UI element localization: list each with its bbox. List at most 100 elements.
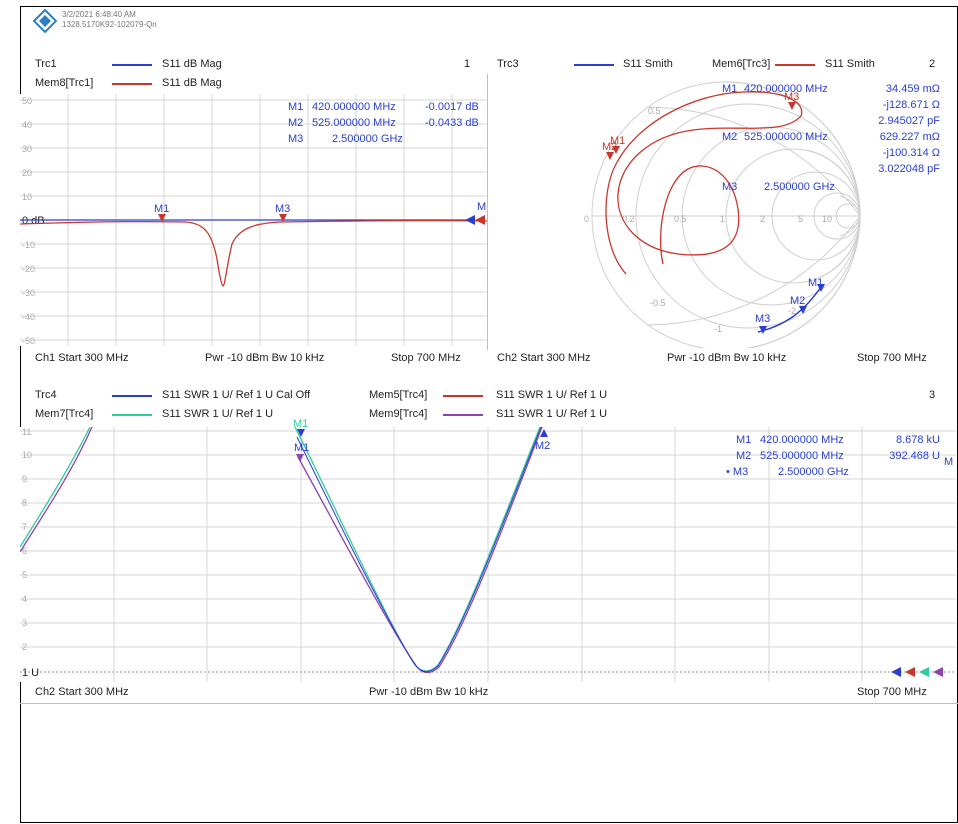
diagram1-plot[interactable]: 50 40 30 20 10 0 dB -10 -20 -30 -40 -50 … xyxy=(20,94,488,346)
svg-text:M1: M1 xyxy=(722,83,737,95)
svg-text:M2: M2 xyxy=(790,295,805,307)
d3-marker-m1[interactable]: M1 xyxy=(294,442,309,462)
d1-tick-50: 50 xyxy=(22,96,32,106)
d2-mem6-trace xyxy=(605,91,803,275)
d2-marker-m3-blue[interactable]: M3 xyxy=(755,313,770,334)
svg-text:3.022048 pF: 3.022048 pF xyxy=(878,163,940,175)
svg-text:M2: M2 xyxy=(722,131,737,143)
trace-meas-trc4[interactable]: S11 SWR 1 U/ Ref 1 U Cal Off xyxy=(162,389,311,401)
mem8-meas[interactable]: S11 dB Mag xyxy=(162,77,222,89)
d3-tick-5: 5 xyxy=(22,570,27,580)
d3-tick-4: 4 xyxy=(22,594,27,604)
svg-text:-1: -1 xyxy=(714,324,722,334)
d3-tick-1u: 1 U xyxy=(22,667,39,679)
d2-footer-pwr: Pwr -10 dBm Bw 10 kHz xyxy=(667,352,787,364)
d3-tick-9: 9 xyxy=(22,474,27,484)
mem8-line xyxy=(112,83,152,85)
diagram2-smith-chart[interactable]: 0 0.2 0.5 1 2 5 10 0.5 -0.5 -1 -2 M3 M1 … xyxy=(488,74,956,348)
d2-marker-m2-blue[interactable]: M2 xyxy=(790,295,807,314)
svg-text:M1: M1 xyxy=(294,442,309,454)
trace-label-trc1[interactable]: Trc1 xyxy=(35,58,57,70)
mem6-meas[interactable]: S11 Smith xyxy=(825,58,875,70)
diagram3-grid xyxy=(20,427,956,682)
d1-marker-m1[interactable]: M1 xyxy=(154,203,169,222)
d3-tick-3: 3 xyxy=(22,618,27,628)
svg-text:525.000000 MHz: 525.000000 MHz xyxy=(312,117,396,129)
mem6-line xyxy=(775,64,815,66)
svg-text:5: 5 xyxy=(798,214,803,224)
svg-text:8.678 kU: 8.678 kU xyxy=(896,434,940,446)
svg-text:M3: M3 xyxy=(722,181,737,193)
d1-tick-m10: -10 xyxy=(22,240,35,250)
d3-marker-m1-teal-label: M1 xyxy=(293,418,309,430)
d3-marker-m-edge[interactable]: M xyxy=(891,456,953,677)
svg-text:2.500000 GHz: 2.500000 GHz xyxy=(778,466,849,478)
d1-tick-40: 40 xyxy=(22,120,32,130)
mem7-meas[interactable]: S11 SWR 1 U/ Ref 1 U xyxy=(162,408,274,420)
svg-text:M1: M1 xyxy=(808,277,823,289)
d1-tick-m40: -40 xyxy=(22,312,35,322)
svg-text:0.2: 0.2 xyxy=(622,214,635,224)
mem7-line xyxy=(112,414,152,416)
bottom-divider xyxy=(20,703,958,704)
trace-meas-trc3[interactable]: S11 Smith xyxy=(623,58,673,70)
svg-text:-0.0017 dB: -0.0017 dB xyxy=(425,101,479,113)
d3-trc4-trace xyxy=(296,427,542,673)
mem9-meas[interactable]: S11 SWR 1 U/ Ref 1 U xyxy=(496,408,608,420)
trace-line-trc1 xyxy=(112,64,152,66)
d2-marker-m3-red[interactable]: M3 xyxy=(784,91,799,110)
d2-marker-m2-red[interactable]: M2 xyxy=(602,141,617,160)
svg-text:-j128.671 Ω: -j128.671 Ω xyxy=(883,99,940,111)
d1-footer-start: Ch1 Start 300 MHz xyxy=(35,352,129,364)
d2-footer-stop: Stop 700 MHz xyxy=(857,352,927,364)
diagram3-plot[interactable]: 11 10 9 8 7 6 5 4 3 2 1 U M1 M2 M M1 420… xyxy=(20,427,956,682)
mem8-label[interactable]: Mem8[Trc1] xyxy=(35,77,94,89)
svg-text:-0.0433 dB: -0.0433 dB xyxy=(425,117,479,129)
diagram3-number: 3 xyxy=(929,389,936,401)
d1-footer-pwr: Pwr -10 dBm Bw 10 kHz xyxy=(205,352,325,364)
d1-marker-m-edge[interactable]: M xyxy=(465,201,486,225)
mem6-label[interactable]: Mem6[Trc3] xyxy=(712,58,771,70)
mem9-line xyxy=(443,414,483,416)
d1-tick-0db: 0 dB xyxy=(22,215,45,227)
trace-label-trc4[interactable]: Trc4 xyxy=(35,389,57,401)
svg-text:0.5: 0.5 xyxy=(648,106,661,116)
diagram1-number: 1 xyxy=(464,58,471,70)
svg-text:M3: M3 xyxy=(784,91,799,103)
d1-tick-10: 10 xyxy=(22,192,32,202)
d3-mem7-trace-left xyxy=(20,427,91,548)
d3-tick-11: 11 xyxy=(22,427,31,437)
mem7-label[interactable]: Mem7[Trc4] xyxy=(35,408,94,420)
d3-marker-m2[interactable]: M2 xyxy=(535,429,550,452)
svg-text:M3: M3 xyxy=(288,133,303,145)
mem5-label[interactable]: Mem5[Trc4] xyxy=(369,389,428,401)
mem9-label[interactable]: Mem9[Trc4] xyxy=(369,408,428,420)
d2-marker-m1-blue[interactable]: M1 xyxy=(808,277,825,292)
trace-meas-trc1[interactable]: S11 dB Mag xyxy=(162,58,222,70)
svg-text:420.000000 MHz: 420.000000 MHz xyxy=(312,101,396,113)
svg-text:0.5: 0.5 xyxy=(674,214,687,224)
d3-marker-m1-teal[interactable] xyxy=(297,429,305,437)
svg-text:0: 0 xyxy=(584,214,589,224)
svg-text:M2: M2 xyxy=(736,450,751,462)
d3-mem9-trace xyxy=(297,427,543,674)
d2-marker-m1-red[interactable]: M1 xyxy=(610,135,625,154)
svg-text:M3: M3 xyxy=(755,313,770,325)
svg-text:M2: M2 xyxy=(602,141,617,153)
svg-text:2: 2 xyxy=(760,214,765,224)
rohde-schwarz-logo-icon xyxy=(33,9,57,33)
svg-text:M2: M2 xyxy=(288,117,303,129)
svg-text:M2: M2 xyxy=(535,440,550,452)
trace-label-trc3[interactable]: Trc3 xyxy=(497,58,519,70)
d1-marker-m3[interactable]: M3 xyxy=(275,203,290,222)
d3-tick-6: 6 xyxy=(22,546,27,556)
svg-text:2.500000 GHz: 2.500000 GHz xyxy=(332,133,403,145)
d1-marker-table: M1 420.000000 MHz -0.0017 dB M2 525.0000… xyxy=(288,101,479,145)
mem5-meas[interactable]: S11 SWR 1 U/ Ref 1 U xyxy=(496,389,608,401)
d3-marker-table: M1 420.000000 MHz 8.678 kU M2 525.000000… xyxy=(726,434,940,478)
svg-text:2.945027 pF: 2.945027 pF xyxy=(878,115,940,127)
svg-text:1: 1 xyxy=(720,214,725,224)
svg-text:M1: M1 xyxy=(610,135,625,147)
trace-line-trc4 xyxy=(112,395,152,397)
svg-text:M3: M3 xyxy=(275,203,290,215)
